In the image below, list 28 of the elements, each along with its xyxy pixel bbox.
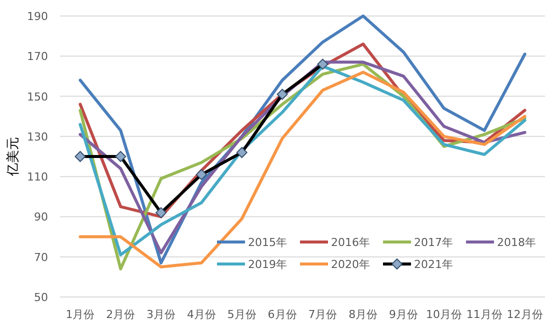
x-tick-label: 12月份 <box>506 308 543 321</box>
x-tick-label: 8月份 <box>348 308 378 321</box>
legend-label: 2016年 <box>331 236 370 249</box>
legend-label: 2019年 <box>248 258 287 271</box>
y-tick-label: 110 <box>27 170 48 184</box>
legend-label: 2018年 <box>497 236 536 249</box>
y-tick-label: 190 <box>27 10 48 23</box>
y-axis-title: 亿美元 <box>5 137 21 177</box>
legend-label: 2021年 <box>414 258 453 271</box>
y-tick-label: 90 <box>34 210 48 224</box>
x-tick-label: 2月份 <box>106 308 136 321</box>
y-tick-label: 130 <box>27 130 48 144</box>
x-tick-label: 11月份 <box>466 308 502 321</box>
x-tick-label: 9月份 <box>389 308 418 321</box>
x-tick-label: 10月份 <box>426 308 462 321</box>
legend-label: 2017年 <box>414 236 453 249</box>
y-tick-label: 70 <box>34 250 48 264</box>
y-tick-label: 170 <box>27 50 48 64</box>
x-tick-label: 7月份 <box>308 308 338 321</box>
y-tick-label: 150 <box>27 90 48 104</box>
x-tick-label: 3月份 <box>146 308 176 321</box>
x-tick-label: 1月份 <box>66 308 95 321</box>
y-tick-label: 50 <box>34 291 48 304</box>
legend-label: 2020年 <box>331 258 370 271</box>
x-tick-label: 4月份 <box>186 308 216 321</box>
legend-label: 2015年 <box>248 236 287 249</box>
x-tick-label: 6月份 <box>268 308 297 321</box>
x-tick-label: 5月份 <box>227 308 256 321</box>
